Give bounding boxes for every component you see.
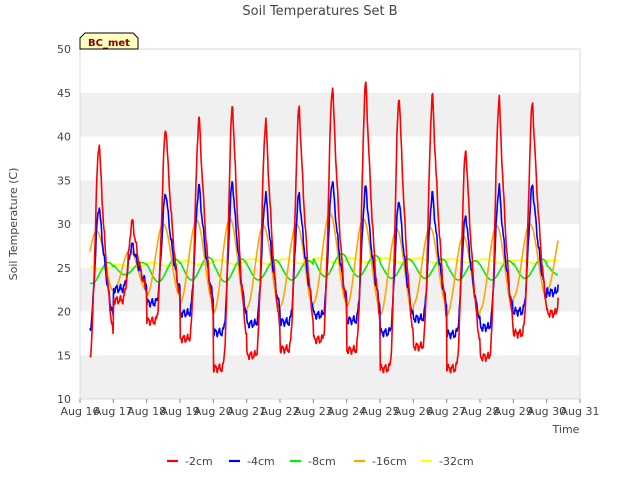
x-tick-label: Aug 20 — [194, 405, 233, 418]
series-lines — [89, 81, 559, 374]
x-tick-label: Aug 25 — [361, 405, 400, 418]
y-tick-label: 40 — [57, 131, 71, 144]
chart-title: Soil Temperatures Set B — [242, 4, 397, 19]
x-tick-label: Aug 23 — [294, 405, 333, 418]
x-tick-label: Aug 28 — [461, 405, 500, 418]
x-tick-label: Aug 31 — [561, 405, 600, 418]
x-tick-label: Aug 24 — [327, 405, 366, 418]
grid-band — [80, 311, 580, 356]
y-tick-label: 50 — [57, 43, 71, 56]
y-tick-label: 20 — [57, 306, 71, 319]
legend-label: -4cm — [247, 455, 275, 468]
x-tick-label: Aug 22 — [261, 405, 300, 418]
y-axis: 10 15 20 25 30 35 40 45 50 — [57, 43, 71, 406]
legend: -2cm -4cm -8cm -16cm -32cm — [167, 455, 474, 468]
legend-label: -16cm — [372, 455, 407, 468]
x-tick-label: Aug 27 — [427, 405, 466, 418]
x-tick-label: Aug 29 — [494, 405, 533, 418]
y-tick-label: 30 — [57, 218, 71, 231]
x-tick-label: Aug 26 — [394, 405, 433, 418]
station-badge-shape — [79, 32, 139, 50]
y-tick-label: 45 — [57, 87, 71, 100]
x-tick-label: Aug 19 — [161, 405, 200, 418]
series-line-minus-8cm — [89, 253, 559, 285]
y-tick-label: 25 — [57, 262, 71, 275]
x-tick-label: Aug 21 — [227, 405, 266, 418]
plot-frame — [79, 48, 581, 400]
y-tick-label: 35 — [57, 174, 71, 187]
station-badge-label: BC_met — [88, 38, 130, 49]
x-tick-label: Aug 16 — [61, 405, 100, 418]
series-line-minus-4cm — [89, 181, 559, 340]
grid-band — [80, 49, 580, 93]
series-line-minus-16cm — [89, 212, 559, 316]
x-tick-label: Aug 30 — [527, 405, 566, 418]
station-badge: BC_met — [79, 32, 139, 50]
y-tick-label: 15 — [57, 349, 71, 362]
x-axis-label: Time — [552, 423, 580, 436]
grid-band — [80, 355, 580, 399]
y-tick-label: 10 — [57, 393, 71, 406]
legend-label: -8cm — [308, 455, 336, 468]
legend-label: -32cm — [439, 455, 474, 468]
x-tick-label: Aug 18 — [127, 405, 166, 418]
grid-band — [80, 224, 580, 268]
series-line-minus-2cm — [89, 81, 559, 374]
x-tick-label: Aug 17 — [94, 405, 133, 418]
legend-label: -2cm — [185, 455, 213, 468]
y-axis-label: Soil Temperature (C) — [7, 168, 20, 281]
